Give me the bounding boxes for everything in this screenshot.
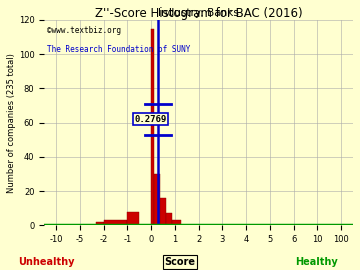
Bar (154, 174, 160, 225)
Text: ©www.textbiz.org: ©www.textbiz.org (47, 26, 121, 35)
Text: The Research Foundation of SUNY: The Research Foundation of SUNY (47, 45, 191, 54)
Text: 0.2769: 0.2769 (134, 115, 167, 124)
Bar (160, 198, 166, 225)
Bar (151, 29, 154, 225)
Bar (96, 222, 104, 225)
Bar (172, 220, 181, 225)
Text: Healthy: Healthy (296, 257, 338, 267)
Bar (127, 212, 139, 225)
Bar (104, 220, 127, 225)
Text: Unhealthy: Unhealthy (19, 257, 75, 267)
Bar (166, 214, 172, 225)
Text: Score: Score (165, 257, 195, 267)
Text: Industry: Banks: Industry: Banks (158, 8, 239, 18)
Y-axis label: Number of companies (235 total): Number of companies (235 total) (7, 53, 16, 193)
Title: Z''-Score Histogram for BAC (2016): Z''-Score Histogram for BAC (2016) (95, 7, 302, 20)
